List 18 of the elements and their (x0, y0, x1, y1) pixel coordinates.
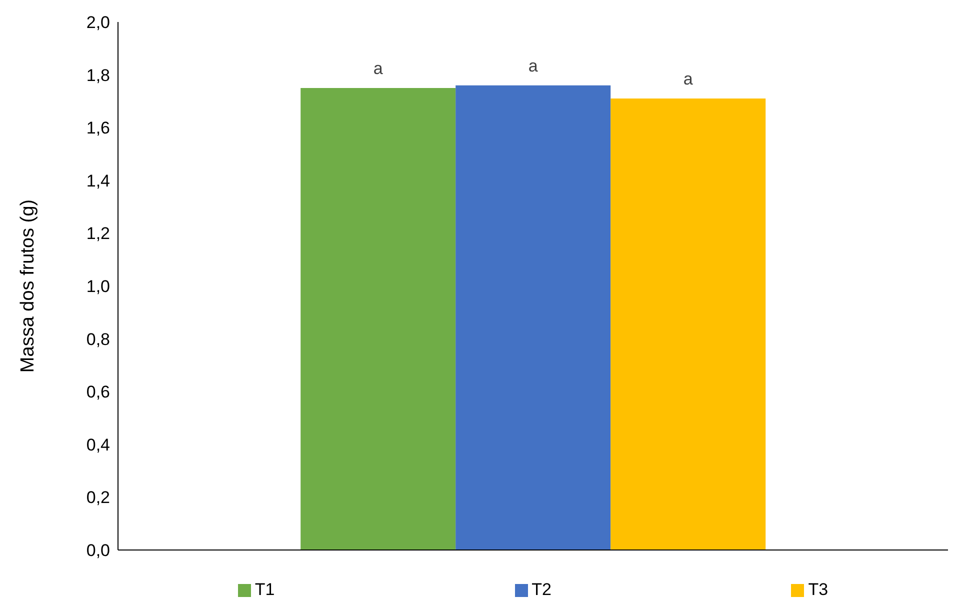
y-axis-title: Massa dos frutos (g) (18, 199, 39, 373)
annotation: a (373, 59, 384, 78)
legend-label: T2 (530, 580, 552, 600)
y-tick-label: 0,0 (86, 541, 110, 560)
y-tick-label: 0,6 (86, 382, 110, 402)
annotation: a (683, 70, 694, 89)
y-tick-label: 1,6 (86, 118, 110, 138)
y-tick-label: 0,4 (86, 435, 110, 454)
y-tick-label: 1,0 (86, 277, 110, 296)
y-tick-label: 1,4 (86, 171, 110, 190)
y-tick-label: 2,0 (86, 13, 110, 32)
y-tick-label: 0,2 (86, 488, 110, 508)
legend-label: T3 (807, 580, 828, 600)
y-tick-label: 1,8 (86, 66, 110, 85)
y-tick-label: 0,8 (86, 330, 110, 349)
legend-label: T1 (254, 580, 275, 600)
annotation: a (528, 56, 538, 76)
y-tick-label: 1,2 (86, 224, 110, 244)
